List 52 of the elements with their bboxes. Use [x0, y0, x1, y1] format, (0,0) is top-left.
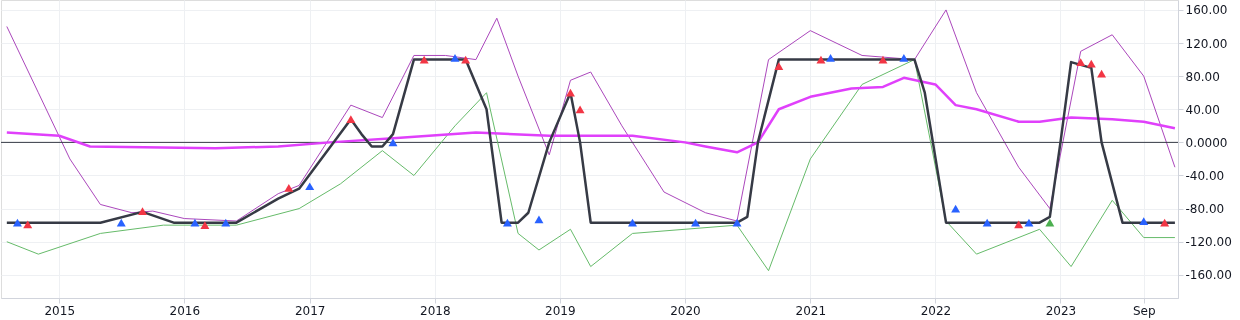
x-tick-label: 2018 — [420, 303, 451, 318]
point — [899, 54, 909, 62]
point — [305, 182, 315, 191]
point — [1097, 69, 1107, 78]
x-tick-label: 2015 — [44, 303, 76, 318]
y-tick-label: 80.00 — [1185, 69, 1220, 84]
point — [1139, 217, 1149, 225]
x-tick-label: 2023 — [1045, 303, 1077, 318]
point — [1024, 218, 1034, 227]
line-series — [5, 76, 1177, 154]
point — [450, 54, 460, 62]
point — [1076, 58, 1086, 66]
point — [284, 184, 294, 192]
point — [1086, 59, 1096, 68]
line-series — [6, 59, 1176, 272]
point — [221, 218, 231, 227]
y-tick-label: -120.00 — [1185, 235, 1232, 250]
point — [982, 218, 992, 227]
point — [200, 221, 210, 230]
y-tick-label: -80.00 — [1185, 202, 1225, 217]
point — [566, 88, 575, 97]
x-tick-label: Sep — [1132, 303, 1156, 318]
y-tick-label: -160.00 — [1185, 268, 1232, 283]
point — [346, 115, 356, 124]
x-tick-label: 2022 — [920, 303, 952, 318]
y-tick-label: -40.00 — [1185, 168, 1225, 183]
point — [23, 220, 33, 229]
x-tick-label: 2016 — [169, 303, 201, 318]
point — [502, 218, 512, 227]
point — [138, 207, 147, 215]
point — [575, 105, 585, 114]
y-tick-label: 120.00 — [1185, 36, 1228, 51]
point — [1160, 218, 1170, 227]
y-tick-label: 160.00 — [1185, 3, 1228, 18]
x-tick-label: 2019 — [545, 303, 576, 318]
point — [691, 218, 701, 227]
point — [826, 54, 836, 62]
point — [534, 215, 544, 224]
point — [628, 218, 637, 227]
point — [388, 138, 398, 147]
point — [774, 62, 784, 71]
x-tick-label: 2017 — [294, 303, 326, 318]
y-tick-label: 40.00 — [1185, 102, 1220, 117]
x-tick-label: 2021 — [795, 303, 827, 318]
y-tick-label: 0.0000 — [1185, 135, 1228, 150]
point — [116, 218, 126, 227]
point — [12, 218, 22, 227]
point — [1045, 218, 1055, 227]
point — [732, 218, 742, 227]
point — [190, 218, 200, 227]
point — [1014, 220, 1024, 229]
x-tick-label: 2020 — [670, 303, 701, 318]
